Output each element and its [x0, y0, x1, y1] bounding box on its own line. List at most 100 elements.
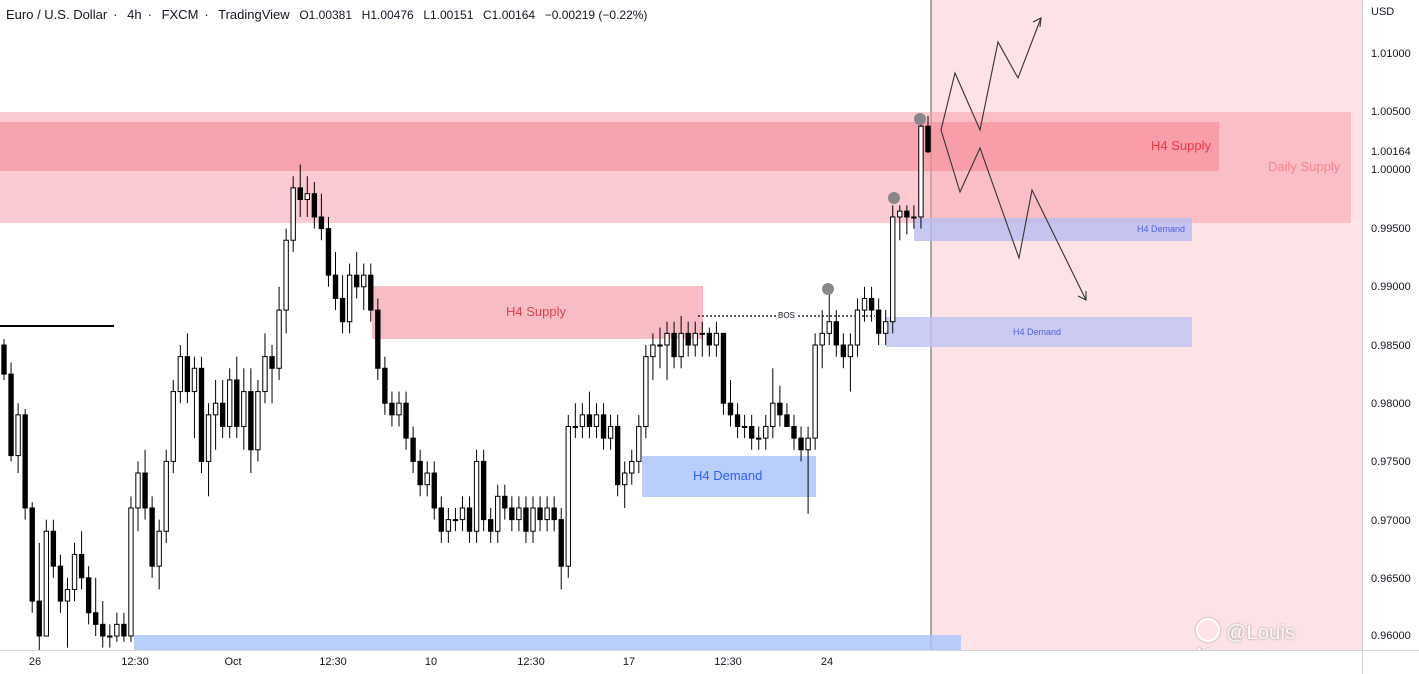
candle-bearish: [325, 228, 332, 276]
legend-sep: ·: [147, 7, 152, 22]
candle-bullish: [107, 635, 113, 638]
candle-bearish: [410, 437, 416, 462]
candle-bullish: [71, 554, 78, 590]
candle-bullish: [579, 414, 586, 427]
candle-bullish: [657, 344, 663, 347]
time-tick: 17: [622, 656, 636, 668]
ohlc-close: C1.00164: [483, 8, 536, 22]
author-watermark: @Louis Nguyen: [1196, 618, 1362, 650]
price-axis[interactable]: USD 1.01000 1.00500 1.00000 0.99500 0.99…: [1362, 0, 1419, 650]
candle-bullish: [156, 530, 162, 567]
candle-bearish: [142, 472, 148, 509]
swing-marker: [888, 192, 900, 204]
candle-bearish: [1, 344, 7, 375]
candle-bullish: [473, 460, 480, 532]
candle-bearish: [600, 414, 607, 439]
candle-bullish: [128, 507, 134, 637]
price-tick: 1.00000: [1371, 164, 1411, 176]
candle-bullish: [664, 332, 670, 346]
ohlc-high: H1.00476: [361, 8, 414, 22]
candle-bullish: [495, 495, 501, 532]
time-tick: 10: [424, 656, 438, 668]
time-tick: 12:30: [714, 656, 742, 668]
candle-bullish: [897, 210, 903, 218]
price-tick: 0.97500: [1371, 456, 1411, 468]
symbol-name[interactable]: Euro / U.S. Dollar: [6, 7, 108, 22]
candle-bearish: [22, 414, 28, 509]
candle-bearish: [403, 402, 409, 439]
candle-bearish: [706, 332, 713, 346]
h4-demand-low-label: H4 Demand: [693, 468, 763, 483]
price-tick: 0.98000: [1371, 398, 1411, 410]
candle-bullish: [290, 187, 296, 241]
candle-bearish: [925, 125, 931, 153]
axis-corner[interactable]: [1362, 650, 1419, 674]
candle-bullish: [819, 332, 825, 346]
candle-bearish: [784, 414, 790, 427]
h4-supply-mid-label: H4 Supply: [506, 304, 566, 319]
candle-bullish: [396, 402, 402, 416]
price-tick: 1.01000: [1371, 48, 1411, 60]
candle-bearish: [269, 356, 275, 369]
price-tick: 1.00500: [1371, 106, 1411, 118]
candle-bearish: [36, 600, 42, 637]
candle-bearish: [798, 437, 804, 451]
candle-bearish: [100, 623, 106, 637]
candle-bullish: [805, 437, 811, 451]
candle-bearish: [727, 402, 734, 416]
candle-bullish: [516, 507, 522, 521]
bos-label: BOS: [777, 311, 796, 320]
candle-bullish: [212, 402, 219, 416]
candle-bearish: [368, 274, 374, 311]
candle-bullish: [636, 425, 642, 462]
watermark-logo-icon: [1196, 618, 1220, 642]
candle-bullish: [882, 321, 889, 334]
candle-bearish: [248, 391, 254, 451]
candle-bearish: [685, 332, 691, 346]
time-tick: 12:30: [517, 656, 545, 668]
candle-bearish: [318, 216, 325, 230]
candle-bullish: [741, 425, 748, 428]
candle-bearish: [523, 507, 529, 532]
daily-supply-label: Daily Supply: [1268, 159, 1341, 174]
price-chart[interactable]: [0, 0, 1362, 650]
candle-bullish: [756, 437, 762, 440]
candle-bearish: [614, 425, 621, 486]
candle-bullish: [283, 239, 289, 311]
time-axis[interactable]: 26 12:30 Oct 12:30 10 12:30 17 12:30 24: [0, 650, 1362, 674]
candle-bearish: [184, 356, 191, 393]
exchange: FXCM: [161, 7, 199, 22]
price-tick: 0.96000: [1371, 630, 1411, 642]
candle-bullish: [361, 274, 367, 288]
h4-demand-zone-right-upper: [914, 218, 1192, 241]
legend-sep: ·: [204, 7, 209, 22]
candle-bullish: [847, 344, 854, 358]
candle-bearish: [85, 577, 92, 614]
candle-bearish: [417, 460, 423, 486]
candle-bearish: [234, 379, 240, 427]
h4-supply-zone-mid: [372, 286, 703, 339]
candle-bullish: [227, 379, 233, 427]
candle-bullish: [565, 425, 571, 567]
candle-bearish: [734, 414, 741, 427]
currency-label: USD: [1371, 6, 1395, 18]
candle-bullish: [43, 530, 50, 637]
chart-legend: Euro / U.S. Dollar · 4h · FXCM · TradingVie…: [6, 7, 653, 22]
candle-bearish: [8, 373, 14, 457]
candle-bearish: [57, 565, 64, 602]
forecast-path-bearish: [940, 129, 1087, 301]
candle-bearish: [339, 297, 346, 323]
candle-bearish: [502, 495, 508, 509]
candle-bullish: [177, 356, 184, 393]
candle-bearish: [353, 274, 360, 288]
candle-bearish: [93, 612, 99, 625]
candle-bullish: [713, 332, 720, 346]
candle-bullish: [593, 414, 600, 427]
candle-bearish: [382, 367, 388, 404]
candle-bullish: [890, 216, 896, 323]
chart-pane[interactable]: H4 Supply Daily Supply H4 Supply H4 Dema…: [0, 0, 1362, 650]
candle-bearish: [777, 402, 783, 416]
candle-bullish: [191, 367, 198, 393]
interval[interactable]: 4h: [127, 7, 142, 22]
candle-bullish: [205, 414, 212, 462]
